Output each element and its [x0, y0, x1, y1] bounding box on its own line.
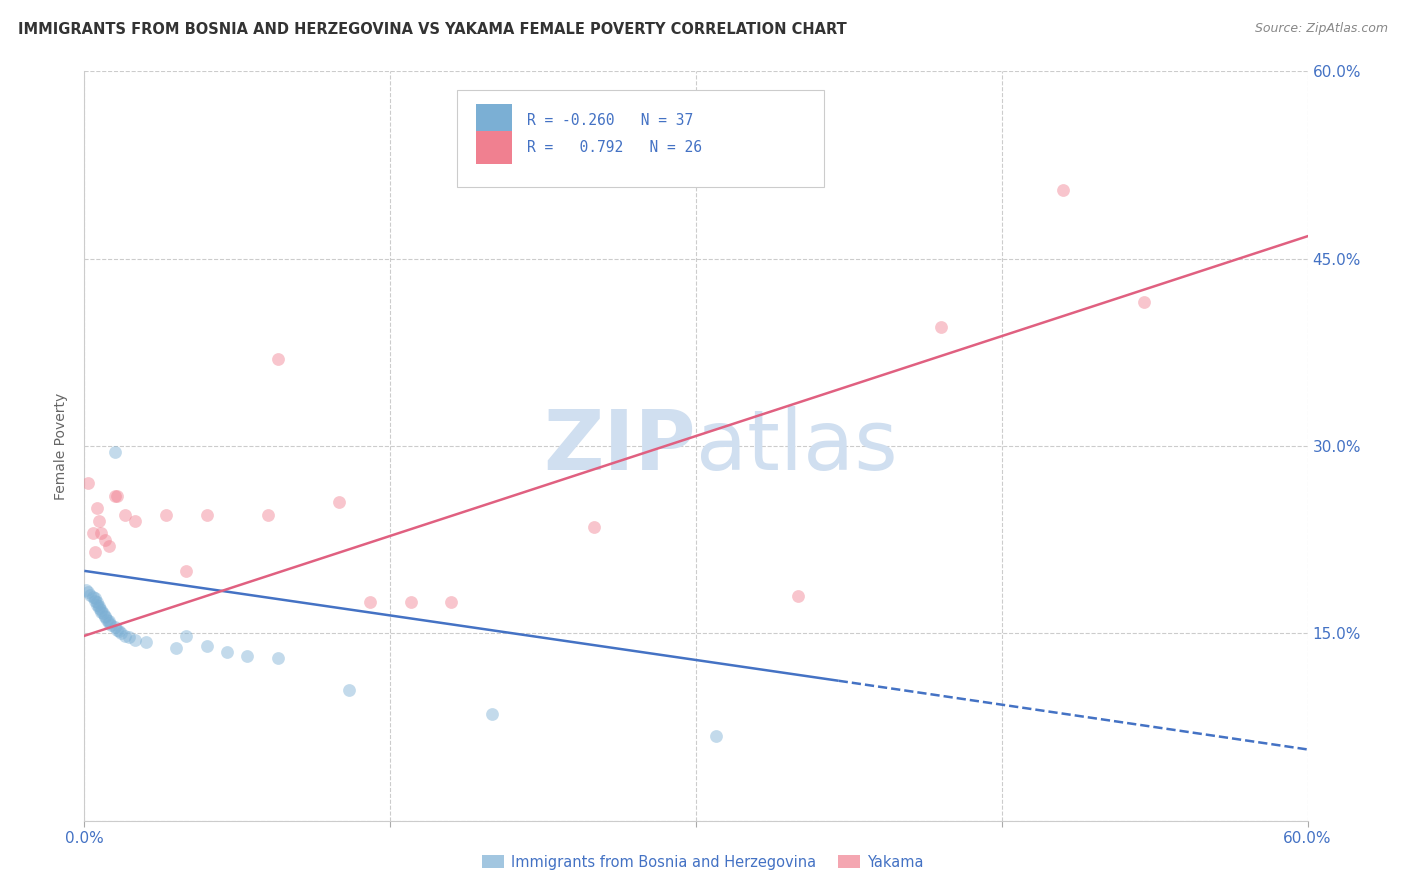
Point: [86, 595, 108, 609]
Point: [104, 445, 127, 459]
Point: [929, 320, 952, 334]
Text: R = -0.260   N = 37: R = -0.260 N = 37: [527, 113, 693, 128]
Point: [257, 508, 280, 522]
Point: [87, 601, 110, 615]
Point: [195, 508, 218, 522]
Point: [87, 514, 110, 528]
Point: [706, 729, 728, 743]
Point: [328, 495, 350, 509]
Point: [93, 533, 115, 547]
Point: [82, 526, 104, 541]
Point: [96, 613, 118, 627]
Point: [77, 585, 100, 599]
Point: [481, 707, 503, 722]
Point: [97, 614, 120, 628]
Point: [105, 489, 128, 503]
Point: [165, 641, 187, 656]
Point: [236, 648, 259, 663]
Point: [124, 514, 146, 528]
Point: [77, 476, 100, 491]
Point: [174, 629, 197, 643]
Y-axis label: Female Poverty: Female Poverty: [55, 392, 69, 500]
Point: [87, 599, 110, 613]
Point: [267, 651, 290, 665]
Point: [97, 539, 120, 553]
Point: [93, 610, 115, 624]
Point: [440, 595, 463, 609]
Point: [118, 630, 141, 644]
Point: [583, 520, 606, 534]
Point: [787, 589, 810, 603]
Point: [339, 682, 361, 697]
Point: [217, 645, 239, 659]
Point: [110, 626, 132, 640]
Point: [155, 508, 177, 522]
Point: [100, 617, 122, 632]
Point: [82, 590, 104, 604]
Text: Source: ZipAtlas.com: Source: ZipAtlas.com: [1254, 22, 1388, 36]
Point: [105, 623, 128, 637]
Point: [1133, 295, 1156, 310]
Point: [135, 635, 157, 649]
Text: atlas: atlas: [696, 406, 897, 486]
Text: IMMIGRANTS FROM BOSNIA AND HERZEGOVINA VS YAKAMA FEMALE POVERTY CORRELATION CHAR: IMMIGRANTS FROM BOSNIA AND HERZEGOVINA V…: [18, 22, 846, 37]
Text: R =   0.792   N = 26: R = 0.792 N = 26: [527, 140, 702, 155]
FancyBboxPatch shape: [457, 90, 824, 187]
Point: [83, 594, 105, 608]
FancyBboxPatch shape: [475, 103, 513, 137]
Point: [1052, 183, 1074, 197]
Text: ZIP: ZIP: [544, 406, 696, 486]
Point: [114, 629, 136, 643]
Point: [83, 545, 105, 559]
Point: [267, 351, 290, 366]
Point: [359, 595, 381, 609]
Point: [79, 588, 101, 602]
Point: [93, 608, 115, 623]
Point: [86, 598, 108, 612]
Point: [124, 632, 146, 647]
FancyBboxPatch shape: [475, 130, 513, 164]
Point: [114, 508, 136, 522]
Point: [83, 591, 105, 606]
Legend: Immigrants from Bosnia and Herzegovina, Yakama: Immigrants from Bosnia and Herzegovina, …: [477, 849, 929, 876]
Point: [90, 526, 112, 541]
Point: [399, 595, 422, 609]
Point: [91, 607, 114, 621]
Point: [104, 620, 127, 634]
Point: [195, 639, 218, 653]
Point: [97, 616, 120, 631]
Point: [174, 564, 197, 578]
Point: [86, 501, 108, 516]
Point: [75, 582, 97, 597]
Point: [108, 624, 131, 638]
Point: [90, 605, 112, 619]
Point: [90, 602, 112, 616]
Point: [104, 489, 127, 503]
